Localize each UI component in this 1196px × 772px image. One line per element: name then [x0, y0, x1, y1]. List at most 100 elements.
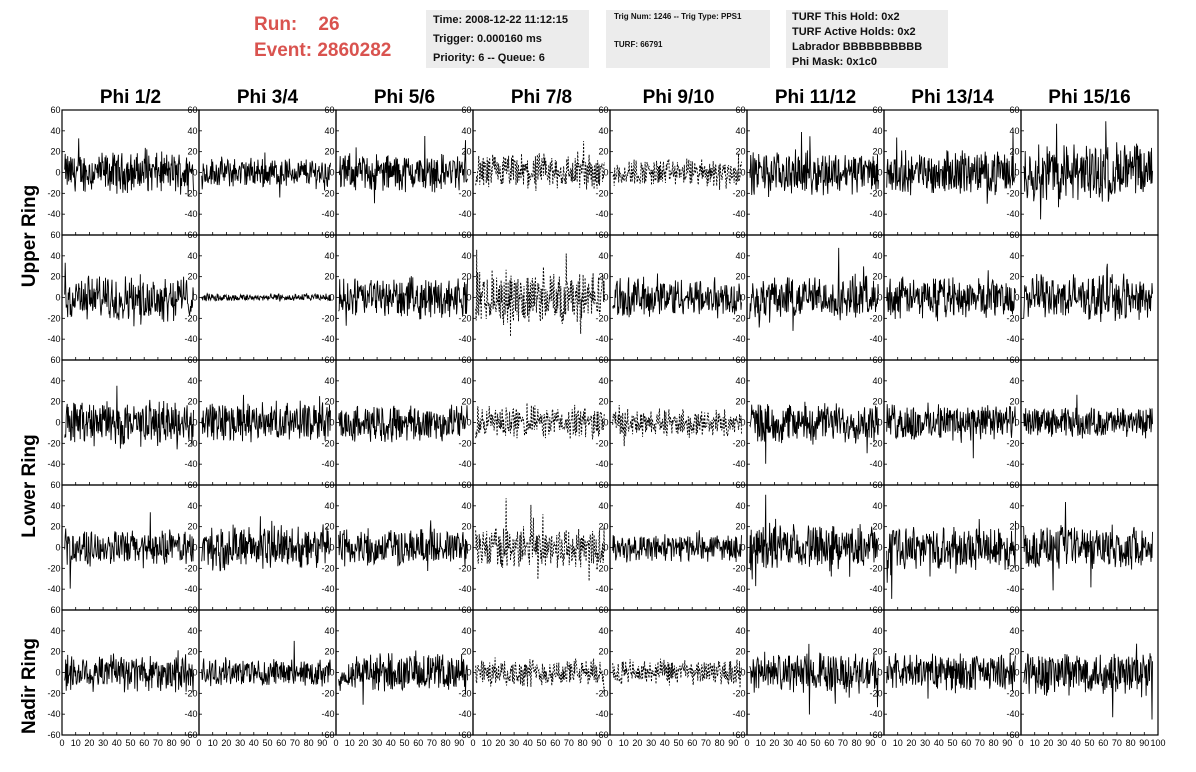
waveform-trace	[886, 652, 1016, 699]
y-tick-label: 0	[466, 668, 471, 678]
y-tick-label: 40	[461, 251, 471, 261]
waveform-panel-r2-c1: 60 40 20 0 -20 -40	[184, 355, 337, 486]
y-tick-label: -40	[595, 709, 608, 719]
waveform-panel-r0-c6: 60 40 20 0 -20 -40	[869, 105, 1022, 236]
y-tick-label: -40	[869, 209, 882, 219]
y-tick-label: 0	[192, 418, 197, 428]
y-tick-label: -60	[732, 730, 745, 740]
y-tick-label: -60	[869, 730, 882, 740]
y-tick-label: -20	[321, 313, 334, 323]
y-tick-label: 20	[187, 647, 197, 657]
x-tick-label: 90	[317, 738, 327, 748]
y-tick-label: 0	[740, 293, 745, 303]
y-tick-label: 40	[872, 376, 882, 386]
y-tick-label: 40	[187, 626, 197, 636]
x-tick-label: 10	[71, 738, 81, 748]
y-tick-label: 0	[466, 168, 471, 178]
x-tick-label: 20	[358, 738, 368, 748]
y-tick-label: 20	[735, 272, 745, 282]
column-title-phi-13-14: Phi 13/14	[911, 87, 994, 108]
x-tick-label: 50	[1084, 738, 1094, 748]
y-tick-label: 0	[55, 543, 60, 553]
x-tick-label: 70	[701, 738, 711, 748]
y-tick-label: 60	[187, 230, 197, 240]
x-tick-label: 60	[413, 738, 423, 748]
waveform-panel-r3-c2: 60 40 20 0 -20 -40	[321, 480, 474, 611]
trigger-text: Trigger: 0.000160 ms	[433, 33, 542, 45]
waveform-panel-r4-c7: 60 40 20 0 -20 -40 -60	[1006, 605, 1159, 740]
y-tick-label: 60	[50, 480, 60, 490]
x-tick-label: 70	[153, 738, 163, 748]
y-tick-label: -20	[321, 688, 334, 698]
x-tick-label: 90	[1002, 738, 1012, 748]
waveform-trace	[201, 516, 331, 572]
y-tick-label: 60	[324, 105, 334, 115]
y-tick-label: -20	[47, 438, 60, 448]
waveform-trace	[749, 131, 879, 198]
waveform-panel-r1-c4: 60 40 20 0 -20 -40	[595, 230, 748, 361]
y-tick-label: 20	[461, 397, 471, 407]
y-tick-label: 60	[187, 480, 197, 490]
x-tick-label: 10	[756, 738, 766, 748]
y-tick-label: -40	[732, 334, 745, 344]
run-label: Run:	[254, 14, 298, 35]
y-tick-label: -20	[869, 188, 882, 198]
y-tick-label: 60	[598, 355, 608, 365]
y-tick-label: 40	[1009, 626, 1019, 636]
waveform-panel-r3-c4: 60 40 20 0 -20 -40	[595, 480, 748, 611]
y-tick-label: 60	[872, 230, 882, 240]
x-tick-label: 30	[509, 738, 519, 748]
y-tick-label: -20	[184, 313, 197, 323]
y-tick-label: 40	[187, 501, 197, 511]
x-tick-label: 0	[744, 738, 749, 748]
y-tick-label: -20	[732, 688, 745, 698]
y-tick-label: 40	[50, 501, 60, 511]
waveform-panel-r0-c4: 60 40 20 0 -20 -40	[595, 105, 748, 236]
y-tick-label: 60	[1009, 480, 1019, 490]
labrador-text: Labrador BBBBBBBBBB	[792, 41, 923, 53]
waveform-panel-r3-c3: 60 40 20 0 -20 -40	[458, 480, 611, 611]
waveform-trace	[749, 247, 879, 331]
y-tick-label: 60	[324, 230, 334, 240]
y-tick-label: 20	[872, 147, 882, 157]
y-tick-label: 40	[461, 501, 471, 511]
y-tick-label: 0	[603, 668, 608, 678]
y-tick-label: 60	[461, 230, 471, 240]
y-tick-label: 40	[872, 626, 882, 636]
y-tick-label: -60	[1006, 730, 1019, 740]
waveform-panel-r4-c2: 60 40 20 0 -20 -40 -60	[321, 605, 474, 740]
y-tick-label: 40	[735, 376, 745, 386]
y-tick-label: -20	[595, 563, 608, 573]
y-tick-label: 0	[1014, 543, 1019, 553]
column-title-phi-7-8: Phi 7/8	[510, 87, 573, 108]
x-tick-label: 0	[59, 738, 64, 748]
waveform-panel-r0-c3: 60 40 20 0 -20 -40	[458, 105, 611, 236]
waveform-panel-r0-c5: 60 40 20 0 -20 -40	[732, 105, 885, 236]
y-tick-label: 20	[598, 647, 608, 657]
x-tick-label: 90	[1139, 738, 1149, 748]
y-tick-label: 60	[1009, 230, 1019, 240]
y-tick-label: 60	[187, 605, 197, 615]
x-tick-label: 40	[797, 738, 807, 748]
y-tick-label: 0	[877, 668, 882, 678]
y-tick-label: -20	[184, 438, 197, 448]
y-tick-label: 20	[50, 522, 60, 532]
y-tick-label: 40	[735, 251, 745, 261]
y-tick-label: -40	[458, 334, 471, 344]
x-tick-label: 90	[591, 738, 601, 748]
x-tick-label: 70	[975, 738, 985, 748]
time-info-box: Time: 2008-12-22 11:12:15 Trigger: 0.000…	[426, 10, 589, 68]
y-tick-label: 60	[50, 230, 60, 240]
waveform-panel-r3-c1: 60 40 20 0 -20 -40	[184, 480, 337, 611]
x-tick-label: 50	[536, 738, 546, 748]
y-tick-label: -20	[184, 188, 197, 198]
y-tick-label: -20	[869, 688, 882, 698]
y-tick-label: 0	[329, 418, 334, 428]
waveform-trace	[475, 402, 605, 440]
waveform-trace	[338, 520, 468, 572]
y-tick-label: 40	[1009, 251, 1019, 261]
run-value: 26	[318, 14, 340, 35]
waveform-trace	[475, 657, 605, 695]
x-tick-label: 100	[1150, 738, 1165, 748]
y-tick-label: 0	[192, 168, 197, 178]
